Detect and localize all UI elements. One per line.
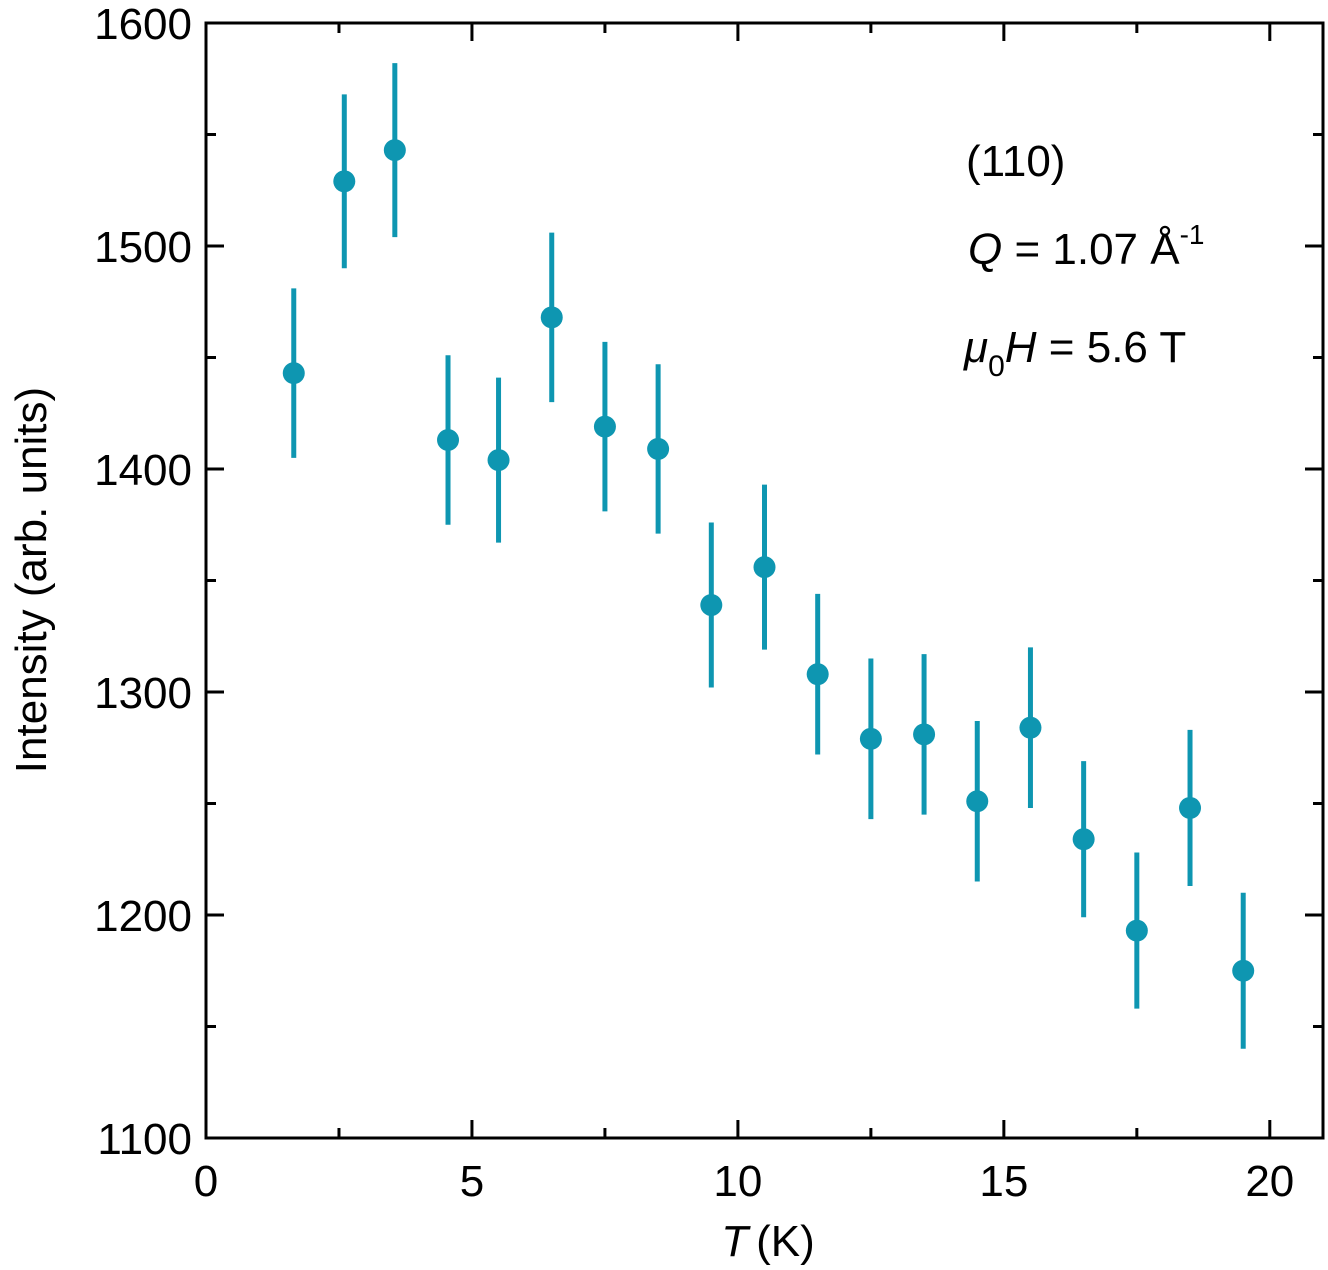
- field-value-label: μ0H = 5.6 T: [963, 323, 1186, 383]
- plot-frame: [204, 21, 1325, 1140]
- y-tick-label: 1200: [94, 892, 192, 941]
- data-point: [1179, 796, 1202, 819]
- y-tick-label: 1400: [94, 446, 192, 495]
- data-point: [333, 170, 356, 193]
- data-point: [1232, 959, 1255, 982]
- data-point: [383, 139, 406, 162]
- y-tick-labels: 1100 1200 1300 1400 1500 1600: [94, 0, 192, 1164]
- data-points: [282, 139, 1255, 982]
- data-point: [282, 362, 305, 385]
- y-tick-label: 1300: [94, 669, 192, 718]
- data-point: [753, 556, 776, 579]
- y-tick-label: 1100: [97, 1115, 192, 1164]
- x-tick-label: 0: [194, 1157, 218, 1206]
- data-point: [647, 437, 670, 460]
- data-point: [1125, 919, 1148, 942]
- y-tick-label: 1600: [94, 0, 192, 49]
- x-tick-label: 10: [713, 1157, 762, 1206]
- data-point: [1019, 716, 1042, 739]
- x-tick-labels: 0 5 10 15 20: [194, 1157, 1295, 1206]
- data-point: [806, 663, 829, 686]
- q-value-label: Q = 1.07 Å-1: [968, 219, 1205, 274]
- data-point: [437, 429, 460, 452]
- data-point: [966, 790, 989, 813]
- x-tick-label: 20: [1245, 1157, 1294, 1206]
- y-axis-label: Intensity (arb. units): [7, 387, 56, 773]
- reflection-label: (110): [966, 137, 1065, 186]
- error-bars: [291, 63, 1246, 1049]
- x-axis-label: T (K): [721, 1217, 815, 1266]
- data-point: [700, 594, 723, 617]
- y-tick-label: 1500: [94, 223, 192, 272]
- data-point: [1072, 828, 1095, 851]
- data-point: [487, 449, 510, 472]
- x-tick-label: 5: [460, 1157, 484, 1206]
- x-tick-label: 15: [979, 1157, 1028, 1206]
- data-point: [913, 723, 936, 746]
- data-point: [540, 306, 563, 329]
- data-point: [593, 415, 616, 438]
- data-point: [859, 727, 882, 750]
